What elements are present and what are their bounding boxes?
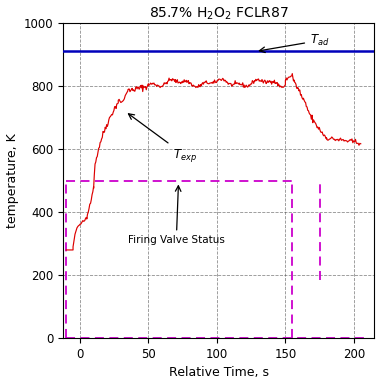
X-axis label: Relative Time, s: Relative Time, s bbox=[169, 367, 269, 380]
Y-axis label: temperature, K: temperature, K bbox=[6, 133, 19, 228]
Text: Firing Valve Status: Firing Valve Status bbox=[128, 186, 225, 246]
Title: 85.7% H$_2$O$_2$ FCLR87: 85.7% H$_2$O$_2$ FCLR87 bbox=[149, 5, 289, 22]
Text: $T_{ad}$: $T_{ad}$ bbox=[260, 33, 329, 53]
Text: $T_{exp}$: $T_{exp}$ bbox=[128, 114, 197, 164]
